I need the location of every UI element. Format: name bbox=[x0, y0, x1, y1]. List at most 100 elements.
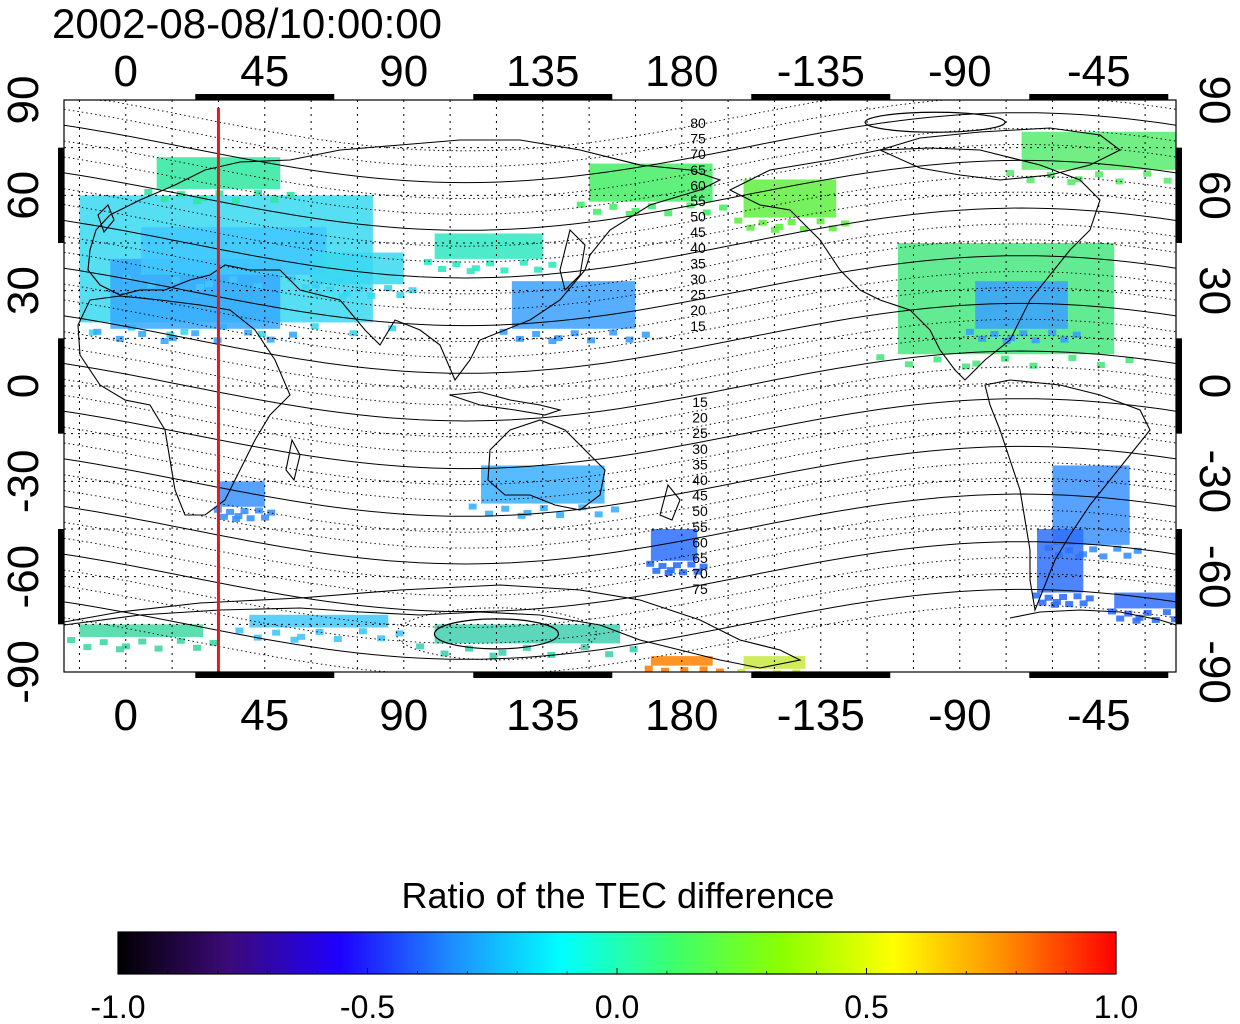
tec-speckle bbox=[326, 286, 335, 293]
tec-speckle bbox=[290, 636, 299, 643]
contour-line bbox=[64, 334, 1176, 406]
tec-speckle bbox=[257, 330, 266, 337]
contour-line bbox=[64, 525, 1176, 597]
tec-speckle bbox=[609, 203, 618, 210]
contour-line bbox=[64, 557, 1176, 628]
contour-label-south: 35 bbox=[692, 456, 708, 472]
tec-speckle bbox=[762, 678, 770, 684]
tec-speckle bbox=[629, 646, 638, 653]
frame-bar-bottom bbox=[473, 672, 613, 678]
tec-speckle bbox=[1085, 595, 1094, 602]
tec-speckle bbox=[781, 677, 789, 683]
tec-patch bbox=[218, 481, 265, 507]
tec-speckle bbox=[517, 512, 526, 519]
tec-speckle bbox=[792, 669, 801, 672]
tec-speckle bbox=[301, 284, 310, 291]
contour-line bbox=[64, 159, 1176, 231]
tec-speckle bbox=[661, 667, 670, 672]
lat-tick-right: 60 bbox=[1190, 171, 1239, 220]
tec-speckle bbox=[1065, 601, 1074, 608]
tec-speckle bbox=[272, 629, 281, 636]
tec-speckle bbox=[99, 639, 108, 646]
contour-label-north: 45 bbox=[690, 224, 706, 240]
tec-speckle bbox=[772, 670, 781, 672]
lon-tick-top: -135 bbox=[777, 47, 865, 96]
coastline-antarctic-peninsula bbox=[1009, 609, 1176, 626]
frame-bar-right bbox=[1176, 338, 1182, 434]
contour-label-north: 30 bbox=[690, 271, 706, 287]
tec-speckle bbox=[1116, 615, 1125, 622]
tec-speckle bbox=[311, 282, 320, 289]
tec-speckle bbox=[548, 261, 557, 268]
tec-speckle bbox=[266, 336, 275, 343]
lon-tick-bottom: -90 bbox=[928, 691, 992, 740]
tec-speckle bbox=[644, 665, 653, 672]
tec-speckle bbox=[841, 220, 850, 227]
coastlines bbox=[64, 127, 1176, 669]
tec-speckle bbox=[708, 673, 716, 679]
colorbar-tick-label: -1.0 bbox=[90, 989, 145, 1024]
tec-speckle bbox=[1171, 616, 1176, 623]
tec-speckle bbox=[775, 223, 784, 230]
tec-speckle bbox=[532, 330, 541, 337]
frame-bar-left bbox=[58, 147, 64, 243]
tec-speckle bbox=[267, 509, 276, 516]
contour-label-south: 25 bbox=[692, 425, 708, 441]
tec-patch bbox=[79, 624, 203, 638]
contour-line bbox=[64, 207, 1176, 279]
contour-label-north: 55 bbox=[690, 193, 706, 209]
tec-speckle bbox=[226, 508, 235, 515]
tec-speckle bbox=[171, 276, 180, 283]
tec-speckle bbox=[466, 268, 475, 275]
tec-speckle bbox=[539, 505, 548, 512]
contour-line bbox=[64, 366, 1176, 438]
tec-speckle bbox=[664, 210, 673, 217]
contour-label-south: 70 bbox=[692, 566, 708, 582]
longitude-ticks-top: 0 45 90 135 180 -135 -90 -45 bbox=[114, 47, 1131, 96]
contour-line bbox=[64, 493, 1176, 565]
lat-tick-left: -30 bbox=[0, 450, 48, 514]
lon-tick-bottom: 0 bbox=[114, 691, 138, 740]
lon-tick-top: 90 bbox=[379, 47, 428, 96]
tec-speckle bbox=[349, 330, 358, 337]
colorbar-ticks: -1.0 -0.5 0.0 0.5 1.0 bbox=[90, 968, 1138, 1024]
lat-tick-right: 30 bbox=[1190, 266, 1239, 315]
tec-speckle bbox=[904, 361, 913, 368]
tec-speckle bbox=[816, 218, 825, 225]
colorbar-title: Ratio of the TEC difference bbox=[402, 875, 835, 916]
tec-speckle bbox=[965, 328, 974, 335]
frame-bar-top bbox=[751, 94, 891, 100]
tec-speckle bbox=[978, 335, 987, 342]
tec-speckle bbox=[254, 189, 263, 196]
frame-bar-top bbox=[1029, 94, 1169, 100]
tec-speckle bbox=[1060, 336, 1069, 343]
tec-speckle bbox=[1038, 599, 1047, 606]
tec-speckle bbox=[737, 668, 746, 672]
tec-speckle bbox=[231, 197, 240, 204]
lat-tick-right: -60 bbox=[1190, 545, 1239, 609]
tec-speckle bbox=[138, 330, 147, 337]
tec-speckle bbox=[244, 329, 253, 336]
tec-speckle bbox=[799, 226, 808, 233]
tec-speckle bbox=[556, 512, 565, 519]
colorbar-tick-label: 0.5 bbox=[844, 989, 888, 1024]
tec-speckle bbox=[287, 275, 296, 282]
tec-speckle bbox=[286, 191, 295, 198]
tec-speckle bbox=[522, 644, 531, 651]
contour-label-south: 40 bbox=[692, 472, 708, 488]
tec-speckle bbox=[519, 259, 528, 266]
lat-tick-right: -90 bbox=[1190, 640, 1239, 704]
colorbar-tick-label: 0.0 bbox=[595, 989, 639, 1024]
tec-speckle bbox=[1072, 331, 1081, 338]
tec-speckle bbox=[1032, 592, 1041, 599]
magnetic-latitude-contours bbox=[64, 100, 1176, 672]
tec-speckle bbox=[355, 285, 364, 292]
tec-speckle bbox=[423, 258, 432, 265]
tec-speckle bbox=[1123, 552, 1132, 559]
contour-label-north: 75 bbox=[690, 131, 706, 147]
tec-speckle bbox=[1029, 362, 1038, 369]
tec-speckle bbox=[489, 652, 498, 659]
contour-line bbox=[64, 112, 1176, 184]
tec-speckle bbox=[377, 635, 386, 642]
